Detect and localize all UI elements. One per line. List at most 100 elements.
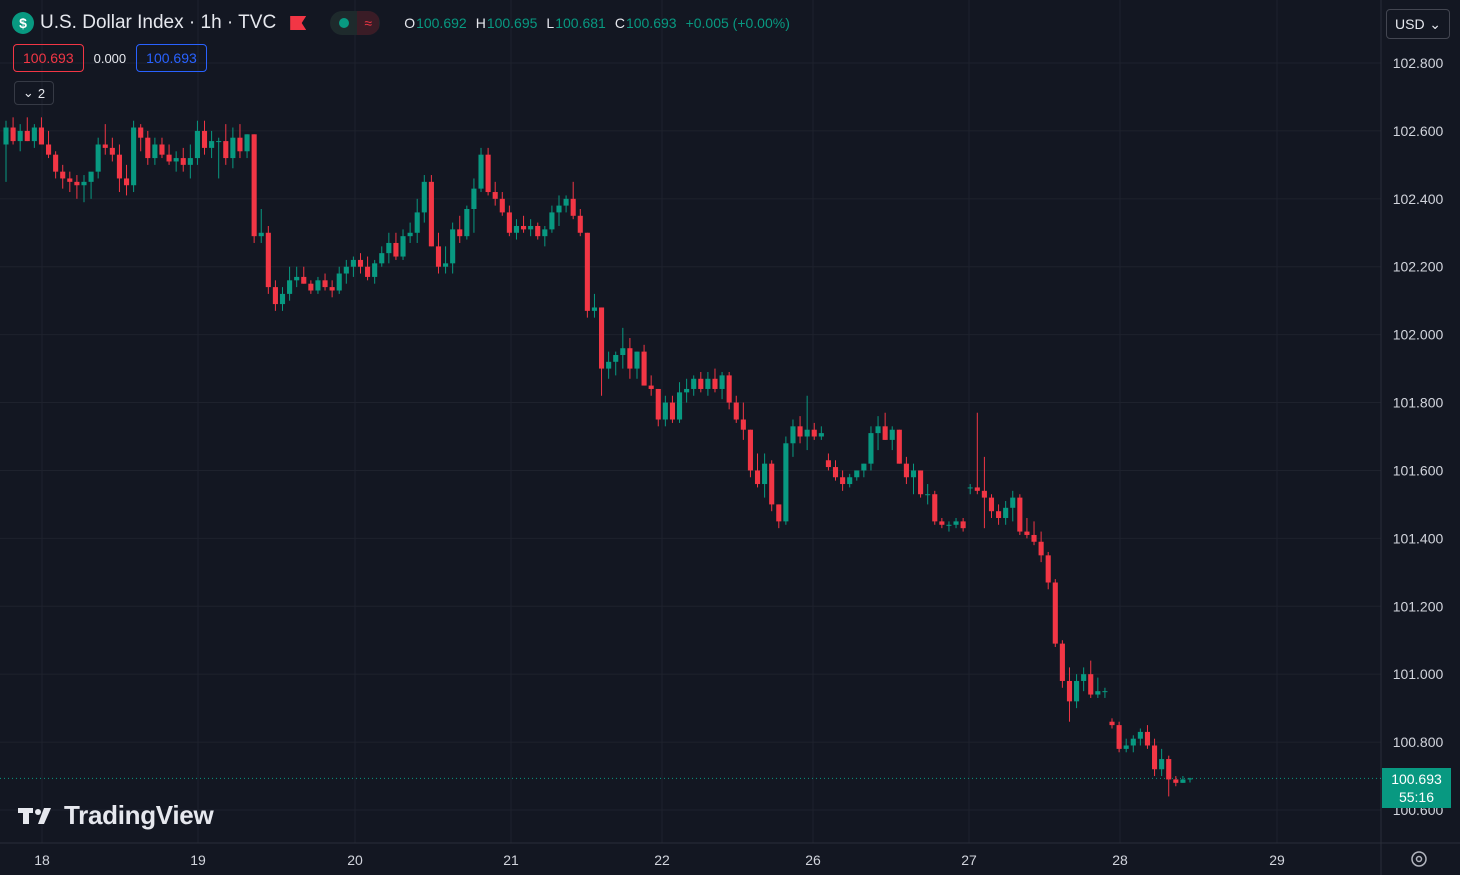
time-tick-label: 22 (654, 852, 670, 868)
candle-body (1187, 778, 1193, 780)
candle-body (655, 388, 661, 420)
candle-body (230, 137, 236, 159)
dollar-symbol-icon: $ (12, 12, 34, 34)
time-tick-label: 21 (503, 852, 519, 868)
candle-body (925, 494, 931, 496)
candle-body (889, 429, 895, 440)
candle-body (804, 429, 810, 437)
candle-body (24, 130, 30, 142)
time-tick-label: 20 (347, 852, 363, 868)
open-value: 100.692 (416, 15, 467, 31)
candle-body (733, 402, 739, 420)
candle-body (201, 130, 208, 148)
candle-body (769, 463, 775, 505)
candle-body (407, 232, 413, 237)
candle-body (684, 388, 690, 393)
candle-body (95, 144, 101, 172)
price-tick-label: 102.800 (1393, 55, 1444, 71)
candle-body (499, 198, 505, 213)
candle-body (528, 225, 534, 230)
candle-body (428, 181, 434, 247)
candle-body (662, 402, 668, 420)
candle-body (854, 470, 860, 478)
flag-icon[interactable] (290, 16, 307, 30)
candle-body (152, 144, 158, 159)
candle-body (577, 215, 583, 233)
candle-body (762, 463, 768, 485)
tradingview-logo-icon (18, 807, 51, 824)
candle-body (726, 375, 732, 403)
price-tick-label: 101.400 (1393, 530, 1444, 546)
candle-body (3, 127, 9, 145)
chevron-down-icon: ⌄ (1429, 15, 1441, 32)
candle-body (840, 477, 846, 485)
price-tick-label: 102.400 (1393, 191, 1444, 207)
time-tick-label: 18 (34, 852, 50, 868)
candle-body (131, 127, 137, 186)
bar-countdown: 55:16 (1398, 789, 1435, 805)
tradingview-logo[interactable]: TradingView (18, 800, 214, 831)
candle-body (343, 266, 349, 274)
candle-body (173, 158, 179, 162)
candle-body (1151, 745, 1158, 770)
chevron-down-icon: ⌄ (22, 85, 34, 100)
candle-body (209, 141, 215, 148)
sell-button[interactable]: 100.693 (13, 44, 84, 72)
candle-body (38, 127, 45, 145)
symbol-title[interactable]: U.S. Dollar Index · 1h · TVC (40, 12, 277, 33)
candle-body (159, 144, 165, 155)
candle-body (811, 429, 817, 437)
candle-body (634, 351, 640, 369)
trade-buttons: 100.693 0.000 100.693 (13, 44, 207, 72)
candle-body (1173, 779, 1179, 783)
candle-body (691, 378, 697, 389)
candle-body (535, 225, 541, 237)
candle-body (272, 287, 278, 305)
market-status[interactable]: ≈ (330, 11, 381, 35)
candle-body (797, 426, 803, 437)
candle-body (187, 158, 193, 165)
time-tick-label: 28 (1112, 852, 1128, 868)
candle-body (485, 154, 491, 193)
candle-body (832, 467, 839, 478)
candle-body (967, 487, 973, 489)
candle-body (1031, 534, 1037, 542)
candle-body (513, 225, 520, 233)
candle-body (1116, 725, 1122, 749)
candle-body (301, 276, 307, 284)
candle-body (365, 266, 371, 277)
candle-body (896, 429, 902, 464)
candle-body (981, 490, 987, 498)
candle-body (443, 263, 449, 267)
buy-button[interactable]: 100.693 (136, 44, 207, 72)
candle-body (570, 198, 576, 216)
candle-body (910, 470, 917, 478)
candle-body (754, 470, 761, 485)
currency-select[interactable]: USD ⌄ (1386, 9, 1450, 39)
close-value: 100.693 (625, 15, 677, 31)
candle-body (613, 355, 619, 362)
price-tick-label: 101.600 (1393, 462, 1444, 478)
candle-body (676, 392, 683, 420)
settings-icon[interactable] (1410, 850, 1428, 868)
candle-body (237, 137, 243, 152)
candle-body (825, 460, 831, 468)
candle-body (223, 141, 229, 159)
candle-body (747, 429, 753, 471)
candle-body (861, 463, 867, 471)
candle-body (641, 351, 647, 386)
candle-body (372, 263, 378, 277)
candle-body (988, 497, 995, 512)
candle-body (598, 307, 605, 369)
candle-body (705, 378, 711, 389)
candle-body (393, 242, 399, 257)
candle-body (435, 246, 442, 267)
price-axis: 102.800 102.600 102.400 102.200 102.000 101.8… (1393, 55, 1444, 818)
candle-body (53, 154, 59, 172)
candle-body (953, 521, 959, 525)
indicators-toggle-button[interactable]: ⌄ 2 (14, 81, 54, 105)
candle-body (379, 253, 385, 264)
delayed-data-icon: ≈ (357, 11, 380, 35)
candle-body (67, 178, 73, 182)
